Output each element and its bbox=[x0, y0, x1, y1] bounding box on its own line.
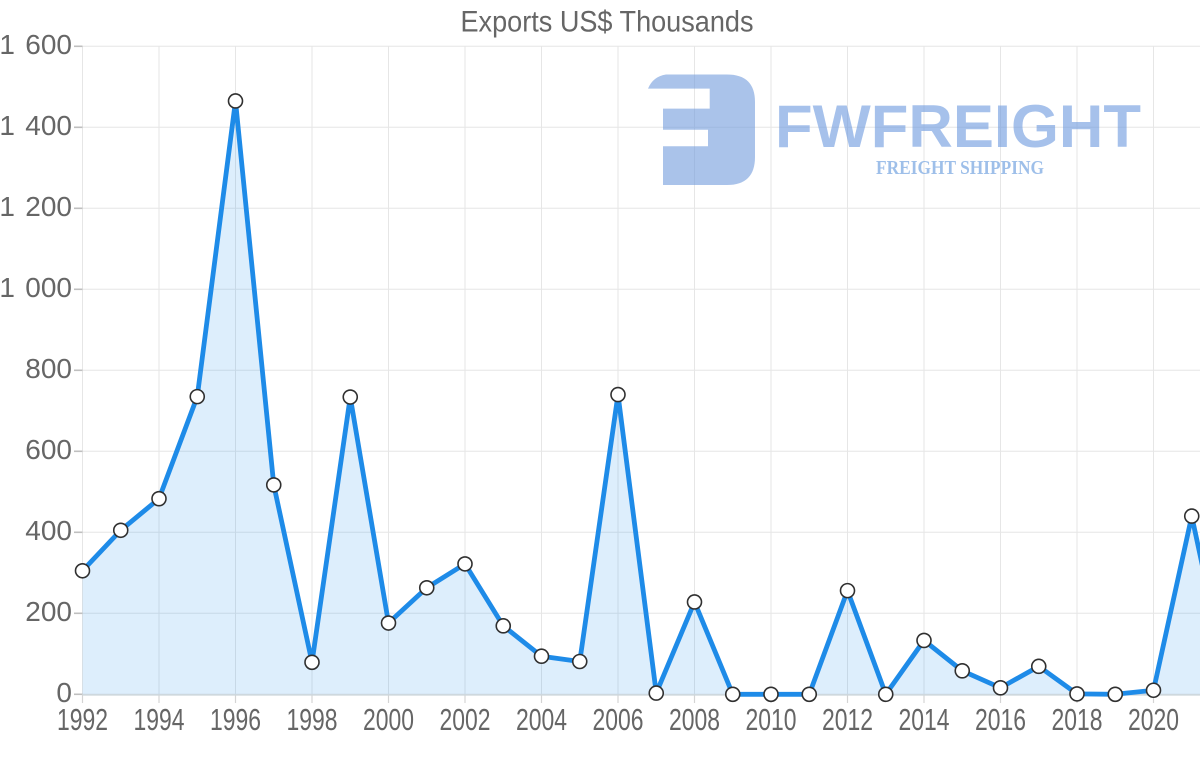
svg-text:2002: 2002 bbox=[440, 702, 491, 737]
svg-text:Exports US$ Thousands: Exports US$ Thousands bbox=[461, 5, 754, 38]
svg-text:2010: 2010 bbox=[746, 702, 797, 737]
svg-text:2016: 2016 bbox=[975, 702, 1026, 737]
svg-text:FREIGHT SHIPPING: FREIGHT SHIPPING bbox=[876, 157, 1044, 179]
svg-text:1994: 1994 bbox=[134, 702, 185, 737]
svg-text:2018: 2018 bbox=[1052, 702, 1103, 737]
svg-text:2008: 2008 bbox=[669, 702, 720, 737]
svg-text:1 400: 1 400 bbox=[0, 110, 72, 141]
svg-text:2000: 2000 bbox=[363, 702, 414, 737]
svg-text:2014: 2014 bbox=[899, 702, 950, 737]
svg-text:800: 800 bbox=[25, 353, 72, 384]
svg-text:400: 400 bbox=[25, 515, 72, 546]
svg-text:200: 200 bbox=[25, 596, 72, 627]
svg-text:2006: 2006 bbox=[593, 702, 644, 737]
svg-text:1 000: 1 000 bbox=[0, 272, 72, 303]
svg-text:1 600: 1 600 bbox=[0, 29, 72, 60]
svg-text:1 200: 1 200 bbox=[0, 191, 72, 222]
svg-text:FWFREIGHT: FWFREIGHT bbox=[775, 93, 1141, 160]
svg-text:2020: 2020 bbox=[1128, 702, 1179, 737]
svg-text:1996: 1996 bbox=[210, 702, 261, 737]
svg-text:1992: 1992 bbox=[57, 702, 108, 737]
svg-text:0: 0 bbox=[56, 677, 72, 708]
svg-text:600: 600 bbox=[25, 434, 72, 465]
svg-text:1998: 1998 bbox=[287, 702, 338, 737]
svg-text:2004: 2004 bbox=[516, 702, 567, 737]
svg-text:2012: 2012 bbox=[822, 702, 873, 737]
